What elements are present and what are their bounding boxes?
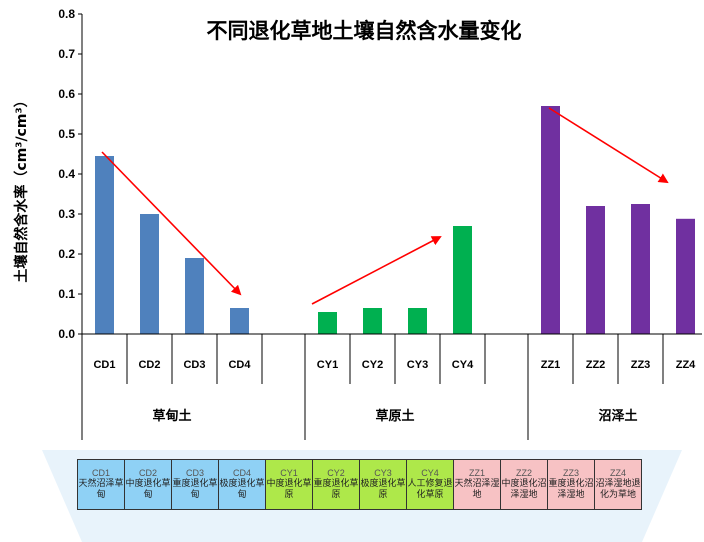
x-category-label: CD3	[183, 359, 205, 371]
legend-cell-cy2: CY2 重度退化草原	[312, 459, 360, 510]
legend-code: CD3	[185, 468, 204, 478]
bar-cy1	[318, 312, 337, 334]
legend-description: 中度退化草甸	[125, 479, 171, 500]
legend-description: 中度退化草原	[266, 479, 312, 500]
legend-cell-cd1: CD1 天然沼泽草甸	[77, 459, 125, 510]
legend-cell-zz1: ZZ1 天然沼泽湿地	[453, 459, 501, 510]
x-category-label: ZZ2	[586, 359, 606, 371]
legend-cell-cy4: CY4 人工修复退化草原	[406, 459, 454, 510]
trend-arrow	[548, 107, 669, 184]
y-tick-label: 0.6	[58, 87, 75, 101]
x-category-label: CD4	[228, 359, 251, 371]
legend-description: 重度退化草甸	[172, 479, 218, 500]
legend-code: CD2	[138, 468, 157, 478]
y-axis-label: 土壤自然含水率（cm³/cm³）	[13, 93, 30, 282]
bar-cy3	[408, 308, 427, 334]
x-category-label: CD2	[138, 359, 160, 371]
bar-cd2	[140, 214, 159, 334]
legend-table: CD1 天然沼泽草甸 CD2 中度退化草甸 CD3 重度退化草甸 CD4 极度退化草甸 CY1 中…	[77, 459, 642, 510]
x-category-label: CY3	[407, 359, 428, 371]
trend-arrow	[311, 236, 442, 305]
x-category-label: ZZ4	[676, 359, 696, 371]
legend-description: 极度退化草原	[360, 479, 406, 500]
legend-description: 中度退化沼泽湿地	[501, 479, 547, 500]
legend-code: CY1	[280, 468, 298, 478]
bar-cd1	[95, 156, 114, 334]
legend-cell-zz4: ZZ4 沼泽湿地退化为草地	[594, 459, 642, 510]
y-tick-label: 0.4	[58, 167, 75, 181]
y-tick-label: 0.1	[58, 287, 75, 301]
legend-description: 重度退化沼泽湿地	[548, 479, 594, 500]
group-label: 草原土	[375, 408, 414, 424]
legend-cell-cy1: CY1 中度退化草原	[265, 459, 313, 510]
bar-cy2	[363, 308, 382, 334]
legend-description: 天然沼泽湿地	[454, 479, 500, 500]
x-category-label: ZZ3	[631, 359, 651, 371]
x-category-label: CY4	[452, 359, 474, 371]
y-tick-label: 0.0	[58, 327, 75, 341]
legend-cell-cd2: CD2 中度退化草甸	[124, 459, 172, 510]
legend-row: CD1 天然沼泽草甸 CD2 中度退化草甸 CD3 重度退化草甸 CD4 极度退化草甸 CY1 中…	[77, 459, 642, 510]
legend-code: CY4	[421, 468, 439, 478]
legend-code: ZZ1	[468, 468, 485, 478]
legend-cell-zz2: ZZ2 中度退化沼泽湿地	[500, 459, 548, 510]
y-tick-label: 0.5	[58, 127, 75, 141]
bar-zz1	[541, 106, 560, 334]
legend-cell-cd4: CD4 极度退化草甸	[218, 459, 266, 510]
legend-code: ZZ2	[515, 468, 532, 478]
legend-code: CD4	[232, 468, 251, 478]
trend-arrow	[101, 151, 242, 296]
bar-cd3	[185, 258, 204, 334]
legend-code: CY2	[327, 468, 345, 478]
x-category-label: CD1	[93, 359, 115, 371]
y-tick-label: 0.3	[58, 207, 75, 221]
x-category-label: CY1	[317, 359, 338, 371]
legend-code: ZZ4	[609, 468, 626, 478]
x-axis: CD1 CD2 CD3 CD4 草甸土 CY1 CY2 CY3 CY4 草原土 ZZ1 ZZ2 ZZ3 Z…	[81, 333, 702, 440]
legend-cell-zz3: ZZ3 重度退化沼泽湿地	[547, 459, 595, 510]
legend-code: CY3	[374, 468, 392, 478]
group-label: 草甸土	[152, 408, 191, 424]
y-axis: 0.0 0.1 0.2 0.3 0.4 0.5 0.6 0.7 0.8	[58, 7, 83, 341]
y-tick-label: 0.8	[58, 7, 75, 21]
legend-description: 沼泽湿地退化为草地	[595, 479, 641, 500]
bars	[95, 106, 695, 334]
legend-cell-cd3: CD3 重度退化草甸	[171, 459, 219, 510]
legend-code: ZZ3	[562, 468, 579, 478]
bar-chart: 不同退化草地土壤自然含水量变化 土壤自然含水率（cm³/cm³） 0.00.10…	[13, 7, 702, 440]
bar-cd4	[230, 308, 249, 334]
y-tick-label: 0.2	[58, 247, 75, 261]
legend-description: 人工修复退化草原	[407, 479, 453, 500]
bar-zz2	[586, 206, 605, 334]
legend-description: 天然沼泽草甸	[78, 479, 124, 500]
bar-cy4	[453, 226, 472, 334]
legend-cell-cy3: CY3 极度退化草原	[359, 459, 407, 510]
group-label: 沼泽土	[598, 408, 637, 424]
x-category-label: ZZ1	[541, 359, 561, 371]
bar-zz4	[676, 218, 695, 334]
legend-description: 重度退化草原	[313, 479, 359, 500]
chart-title: 不同退化草地土壤自然含水量变化	[207, 19, 522, 43]
x-category-label: CY2	[362, 359, 383, 371]
y-tick-label: 0.7	[58, 47, 75, 61]
legend-code: CD1	[91, 468, 110, 478]
trend-arrows	[101, 107, 669, 305]
bar-zz3	[631, 204, 650, 334]
legend-description: 极度退化草甸	[219, 479, 265, 500]
